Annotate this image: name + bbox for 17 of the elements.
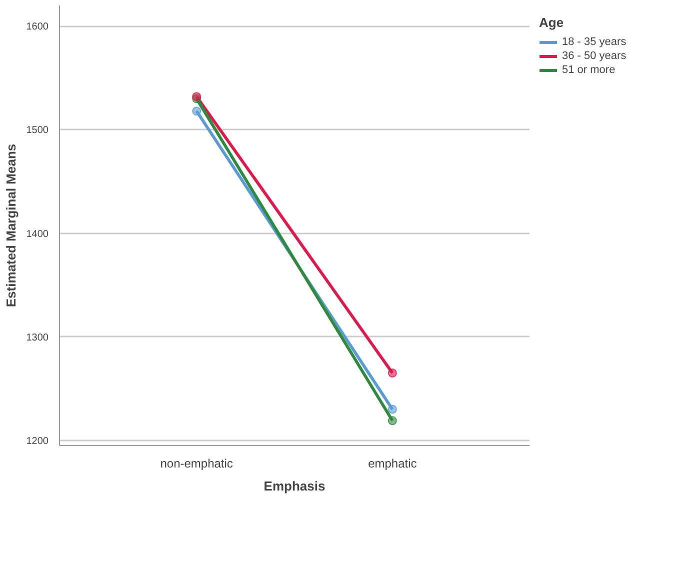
y-tick-label: 1500	[26, 125, 49, 136]
point	[192, 106, 202, 116]
x-tick-label: emphatic	[368, 456, 417, 470]
y-tick-label: 1400	[26, 228, 49, 240]
legend-label: 36 - 50 years	[562, 49, 626, 63]
point	[388, 368, 397, 378]
y-axis-title: Estimated Marginal Means	[3, 144, 18, 308]
point	[388, 404, 397, 414]
x-axis-title: Emphasis	[264, 478, 326, 494]
y-tick-label: 1200	[26, 436, 49, 447]
point	[388, 416, 397, 426]
x-tick-label: non-emphatic	[160, 456, 233, 470]
legend-label: 18 - 35 years	[562, 35, 626, 49]
legend-label: 51 or more	[562, 63, 616, 77]
y-tick-label: 1600	[26, 22, 49, 33]
legend-title: Age	[539, 15, 565, 30]
y-tick-label: 1300	[26, 332, 49, 344]
